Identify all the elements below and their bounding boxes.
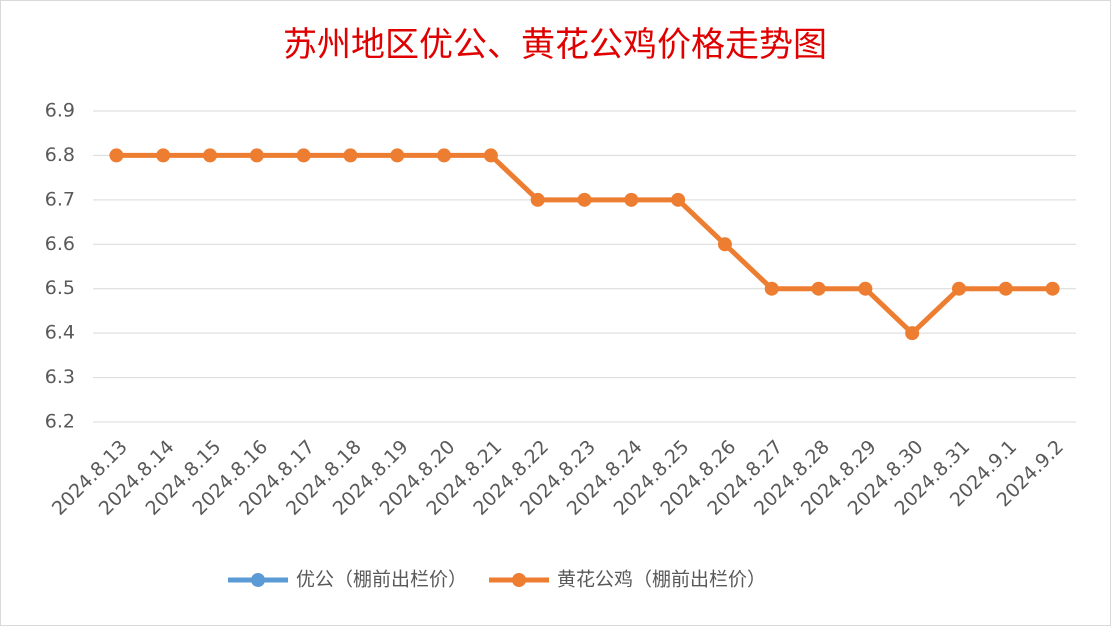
point xyxy=(717,237,732,252)
point xyxy=(577,192,592,207)
y-tick-label: 6.8 xyxy=(45,144,75,166)
point xyxy=(156,148,171,163)
point xyxy=(905,326,920,341)
point xyxy=(390,148,405,163)
y-tick-label: 6.9 xyxy=(45,100,75,122)
y-tick-label: 6.7 xyxy=(45,188,75,210)
point xyxy=(858,281,873,296)
legend-marker xyxy=(251,573,265,587)
point xyxy=(811,281,826,296)
y-tick-label: 6.2 xyxy=(45,411,75,433)
point xyxy=(437,148,452,163)
point xyxy=(109,148,124,163)
point xyxy=(951,281,966,296)
chart-title: 苏州地区优公、黄花公鸡价格走势图 xyxy=(283,25,827,65)
point xyxy=(624,192,639,207)
point xyxy=(296,148,311,163)
point xyxy=(483,148,498,163)
point xyxy=(1045,281,1060,296)
point xyxy=(998,281,1013,296)
y-tick-label: 6.5 xyxy=(45,277,75,299)
legend-label: 黄花公鸡（棚前出栏价） xyxy=(557,569,766,591)
legend-marker xyxy=(512,573,527,587)
point xyxy=(343,148,358,163)
point xyxy=(203,148,218,163)
y-tick-label: 6.3 xyxy=(45,366,75,388)
y-tick-label: 6.6 xyxy=(45,233,75,255)
y-tick-label: 6.4 xyxy=(45,322,75,344)
point xyxy=(764,281,779,296)
point xyxy=(249,148,264,163)
point xyxy=(671,192,686,207)
legend-label: 优公（棚前出栏价） xyxy=(296,569,467,591)
point xyxy=(530,192,545,207)
